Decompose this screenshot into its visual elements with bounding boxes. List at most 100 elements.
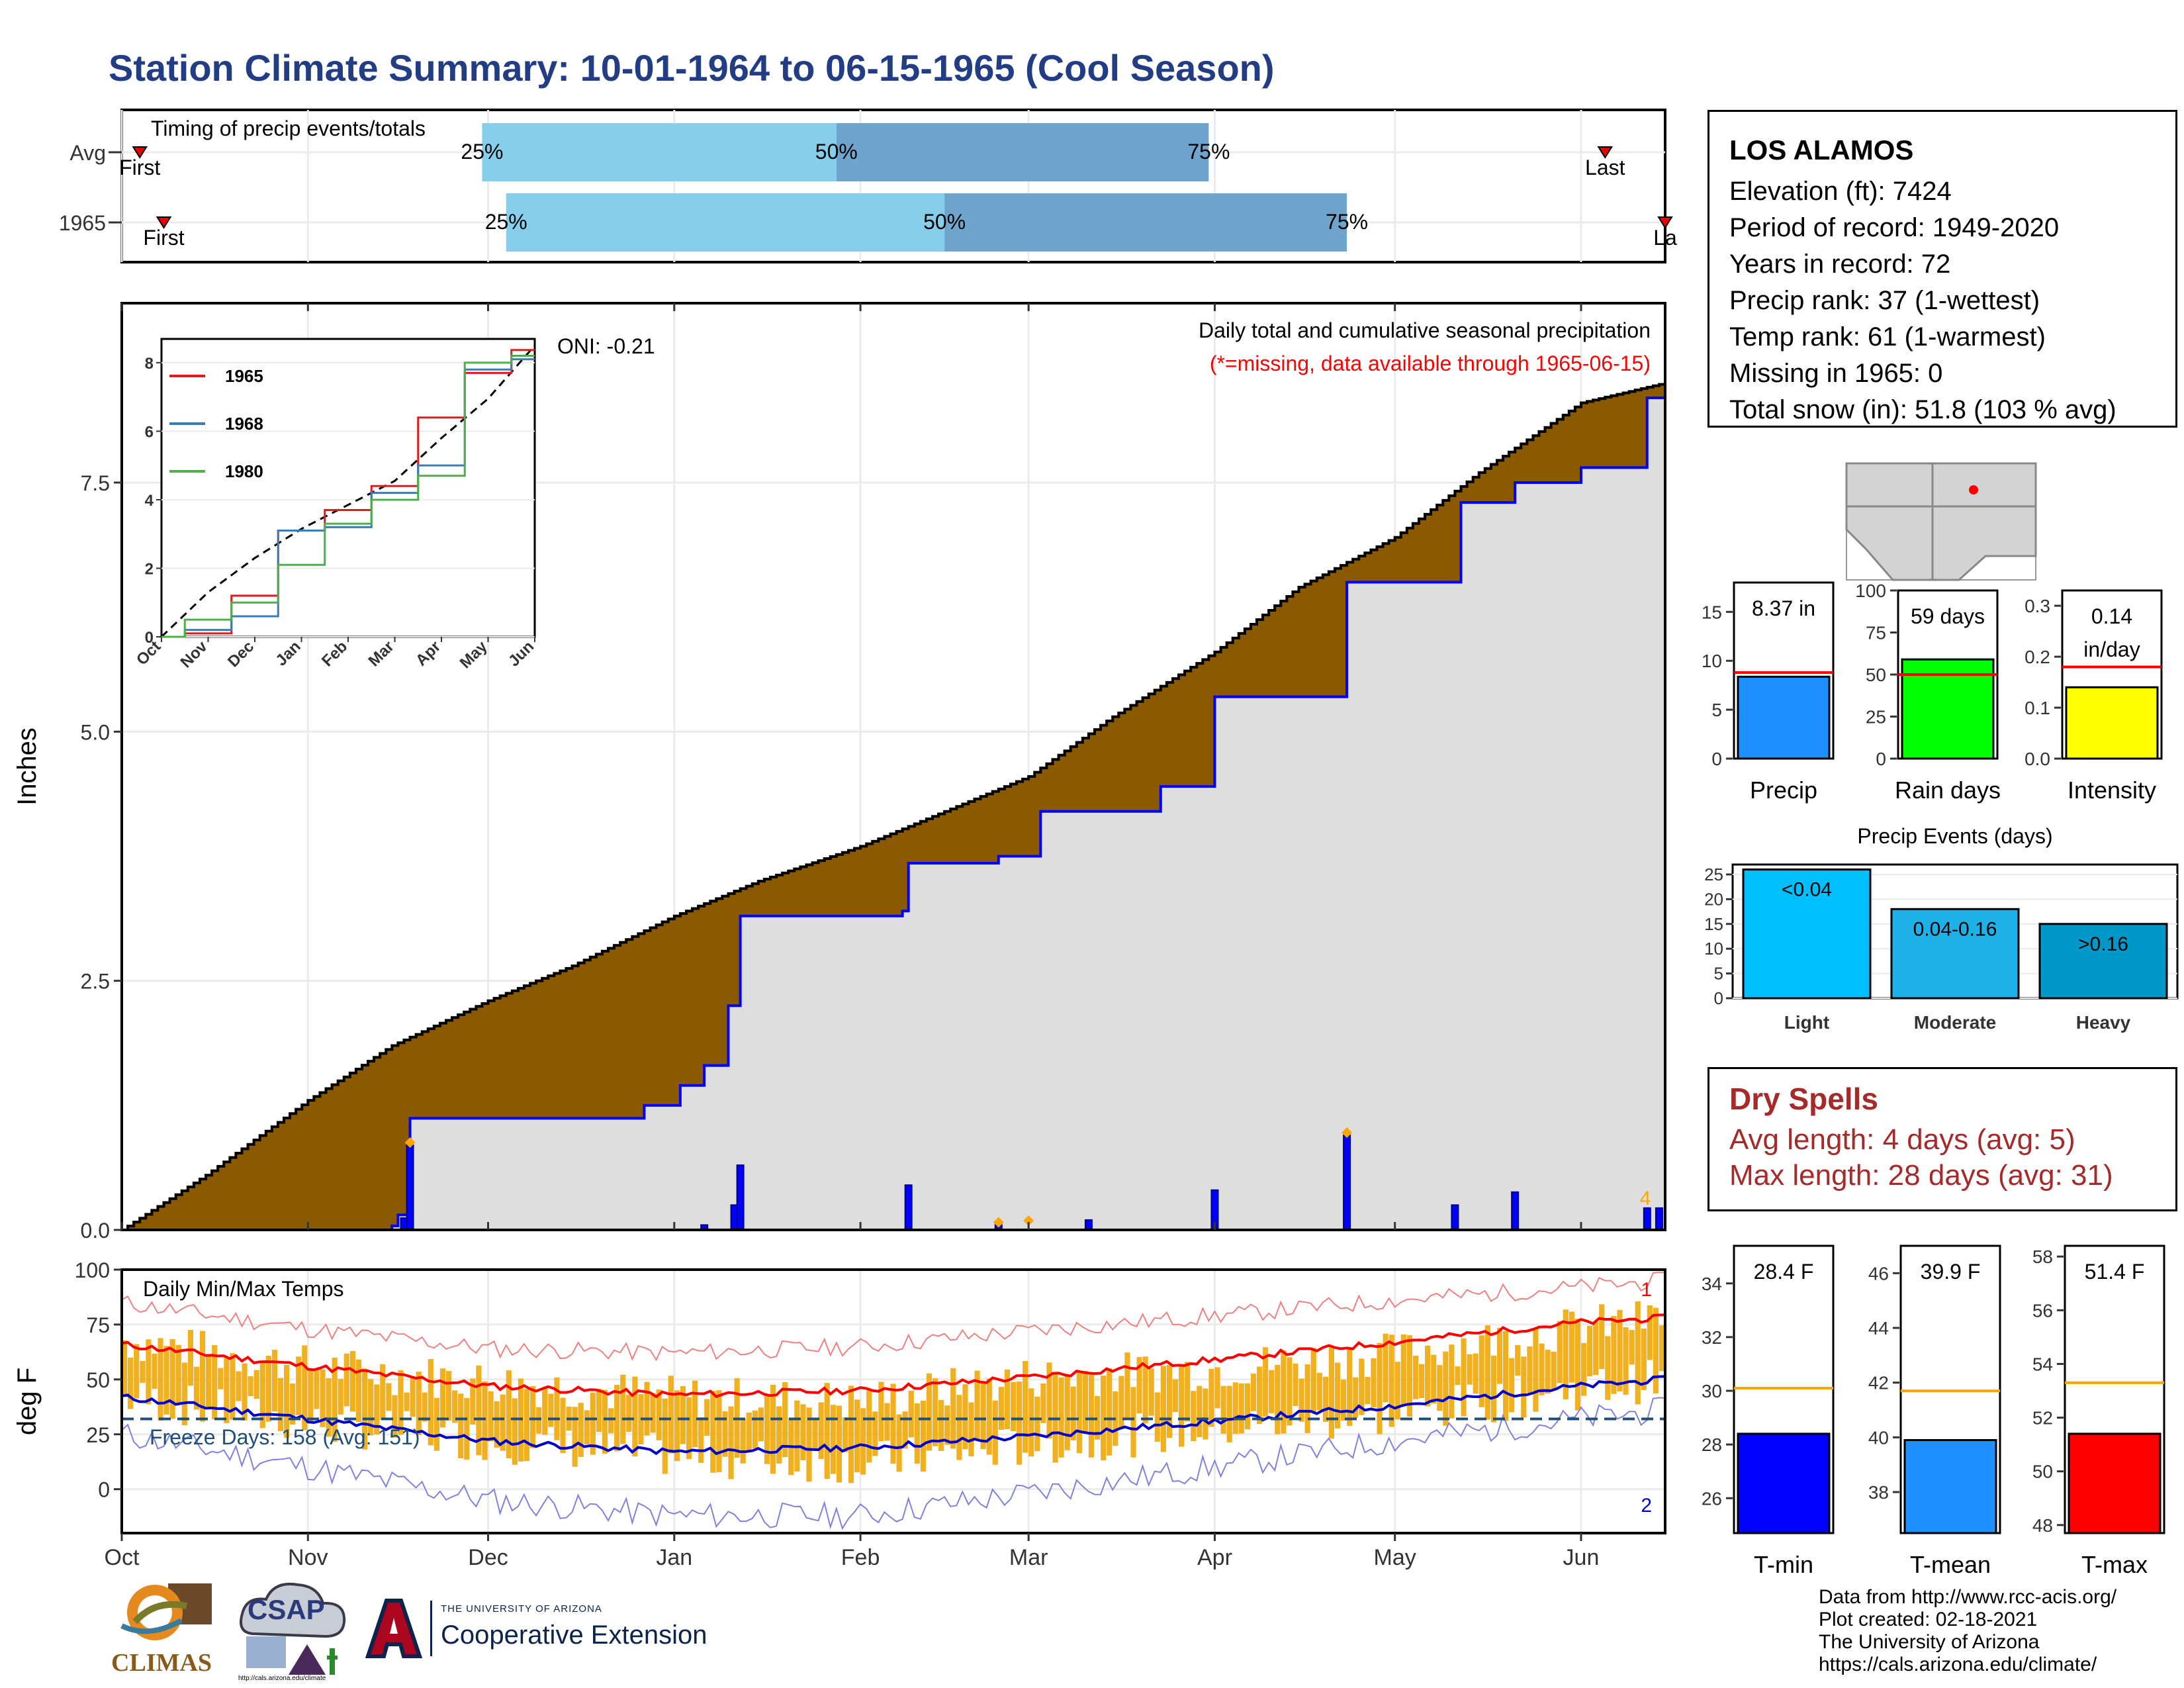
daily-precip-bar <box>904 1184 913 1231</box>
tmin-summary-y-tick-label: 28 <box>1702 1434 1722 1455</box>
timing-q25-label: 25% <box>485 210 527 234</box>
timing-q50-label: 50% <box>923 210 966 234</box>
inset-y-tick-label: 2 <box>145 560 154 578</box>
precip-summary-axis-label: Precip <box>1750 776 1817 804</box>
tmean-summary-y-tick-label: 46 <box>1868 1263 1889 1284</box>
timing-q50-q75-bar <box>836 123 1209 181</box>
daily-temp-bar <box>956 1395 962 1460</box>
record-high-line <box>121 1272 1666 1362</box>
daily-temp-bar <box>1197 1385 1203 1437</box>
daily-temp-bar <box>824 1383 830 1479</box>
daily-temp-bar <box>1551 1351 1557 1390</box>
daily-temp-bar <box>944 1405 950 1445</box>
daily-temp-bar <box>710 1391 716 1473</box>
daily-temp-bar <box>1509 1358 1515 1413</box>
daily-temp-bar <box>506 1370 512 1459</box>
precip-events-y-tick-label: 20 <box>1704 889 1723 909</box>
daily-temp-bar <box>1617 1309 1623 1391</box>
daily-temp-bar <box>602 1389 608 1454</box>
climas-emblem-icon <box>120 1583 212 1640</box>
temp-x-tick-label: Oct <box>105 1545 140 1570</box>
daily-temp-bar <box>1418 1364 1425 1399</box>
daily-temp-bar <box>746 1412 752 1452</box>
daily-temp-bar <box>998 1387 1004 1430</box>
daily-temp-bar <box>1641 1328 1647 1390</box>
daily-temp-bar <box>1179 1366 1185 1447</box>
record-low-line <box>121 1397 1666 1530</box>
daily-temp-bar <box>626 1395 632 1432</box>
daily-temp-bar <box>320 1369 326 1427</box>
daily-temp-bar <box>1580 1342 1587 1396</box>
daily-temp-bar <box>1425 1345 1431 1407</box>
daily-temp-bar <box>1076 1372 1082 1454</box>
inset-y-tick-label: 8 <box>145 355 154 373</box>
daily-temp-bar <box>614 1385 620 1452</box>
daily-temp-bar <box>1046 1362 1052 1439</box>
daily-temp-bar <box>361 1368 368 1450</box>
daily-temp-bar <box>343 1353 349 1407</box>
daily-temp-bar <box>1238 1383 1244 1434</box>
credit-plot-created: Plot created: 02-18-2021 <box>1819 1609 2038 1630</box>
daily-temp-bar <box>740 1419 746 1464</box>
daily-temp-bar <box>1377 1342 1383 1434</box>
temp-y-axis-label: deg F <box>13 1368 42 1435</box>
daily-temp-bar <box>1064 1376 1070 1450</box>
precip-y-tick-label: 5.0 <box>81 720 110 744</box>
daily-temp-bar <box>500 1394 506 1451</box>
daily-temp-bar <box>632 1376 638 1457</box>
temp-y-tick-label: 25 <box>86 1423 110 1447</box>
daily-temp-bar <box>1293 1363 1298 1406</box>
daily-temp-bar <box>1107 1368 1113 1456</box>
daily-temp-bar <box>980 1383 986 1450</box>
daily-temp-bar <box>608 1408 614 1434</box>
daily-temp-bar <box>1503 1331 1509 1421</box>
tmin-summary-y-tick-label: 26 <box>1702 1488 1722 1509</box>
dry-spells-avg: Avg length: 4 days (avg: 5) <box>1729 1123 2075 1156</box>
daily-temp-bar <box>1587 1325 1593 1377</box>
daily-temp-bar <box>896 1414 902 1472</box>
temp-panel-title: Daily Min/Max Temps <box>143 1277 343 1301</box>
daily-temp-bar <box>1028 1388 1034 1457</box>
daily-temp-bar <box>1310 1348 1316 1413</box>
daily-temp-bar <box>530 1385 536 1448</box>
daily-temp-bar <box>224 1356 230 1423</box>
daily-temp-bar <box>1371 1358 1377 1408</box>
daily-temp-bar <box>1443 1351 1449 1426</box>
precip-events-category-label: Moderate <box>1914 1012 1996 1033</box>
daily-temp-bar <box>650 1393 656 1433</box>
daily-temp-bar <box>1154 1392 1160 1442</box>
credits: Data from http://www.rcc-acis.org/ Plot … <box>1819 1586 2116 1676</box>
daily-temp-bar <box>1088 1374 1095 1458</box>
daily-temp-bar <box>542 1388 548 1435</box>
temp-x-tick-label: Apr <box>1197 1545 1232 1570</box>
tmax-summary-y-tick-label: 58 <box>2032 1246 2053 1267</box>
tmax-summary-y-tick-label: 48 <box>2032 1515 2053 1536</box>
oni-label: ONI: -0.21 <box>557 334 655 358</box>
daily-temp-bar <box>680 1385 686 1444</box>
temp-y-tick-label: 75 <box>86 1313 110 1337</box>
station-name: LOS ALAMOS <box>1729 134 1914 165</box>
tmax-summary-y-tick-label: 52 <box>2032 1408 2053 1429</box>
tmax-summary-value-label: 51.4 F <box>2085 1260 2145 1284</box>
dry-spells-max: Max length: 28 days (avg: 31) <box>1729 1159 2113 1192</box>
daily-temp-bar <box>355 1359 362 1422</box>
timing-first-marker <box>156 216 172 229</box>
daily-temp-bar <box>428 1359 433 1446</box>
daily-temp-bar <box>1269 1370 1275 1413</box>
precip-y-tick-label: 2.5 <box>81 970 110 994</box>
daily-temp-bar <box>302 1345 308 1430</box>
daily-temp-bar <box>794 1400 800 1472</box>
daily-temp-bar <box>1437 1365 1443 1411</box>
daily-temp-bar <box>380 1364 386 1421</box>
precip-summary-bar <box>1737 675 1831 760</box>
daily-temp-bar <box>1136 1357 1142 1414</box>
daily-temp-bar <box>692 1380 698 1448</box>
daily-precip-bar <box>1643 1207 1651 1231</box>
snow-marker <box>1342 1127 1353 1138</box>
daily-temp-bar <box>1232 1382 1238 1434</box>
daily-temp-bar <box>1359 1358 1365 1415</box>
daily-temp-bar <box>374 1384 380 1434</box>
daily-temp-bar <box>236 1371 242 1401</box>
daily-temp-bar <box>1484 1325 1490 1420</box>
temp-x-tick-label: Jun <box>1563 1545 1600 1570</box>
